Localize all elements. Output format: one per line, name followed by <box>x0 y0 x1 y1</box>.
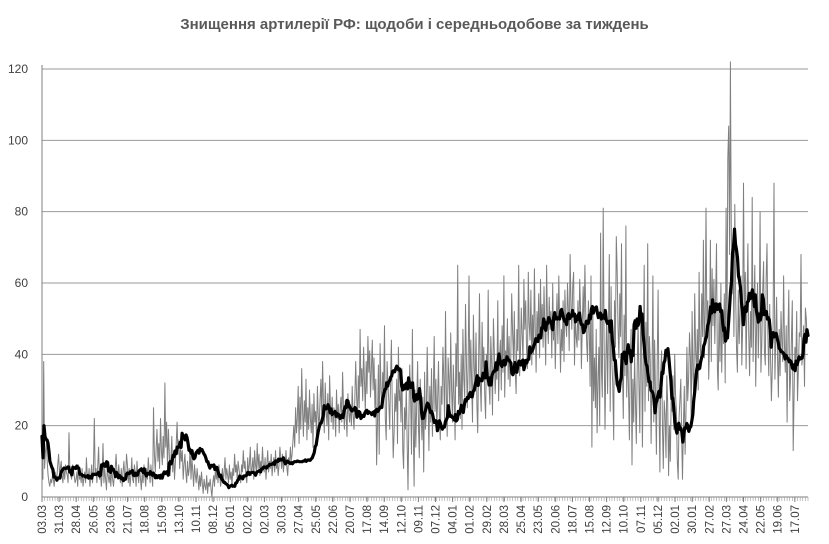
x-tick-label: 07.12 <box>431 505 443 534</box>
x-tick-label: 19.06 <box>773 505 785 534</box>
y-tick-label: 0 <box>21 490 28 504</box>
x-tick-label: 18.07 <box>567 505 579 534</box>
x-tick-label: 17.07 <box>790 505 802 534</box>
chart-title: Знищення артилерії РФ: щодоби і середньо… <box>180 16 649 33</box>
x-tick-label: 08.12 <box>208 505 220 534</box>
x-tick-label: 31.03 <box>54 505 66 534</box>
x-tick-label: 10.11 <box>191 505 203 533</box>
x-tick-label: 28.04 <box>71 504 83 533</box>
x-tick-label: 12.09 <box>602 505 614 534</box>
x-tick-label: 25.05 <box>311 505 323 534</box>
x-tick-label: 27.04 <box>294 504 306 533</box>
x-tick-label: 14.09 <box>379 505 391 534</box>
x-tick-label: 02.03 <box>259 505 271 534</box>
x-tick-label: 18.08 <box>140 505 152 534</box>
x-tick-label: 21.07 <box>123 505 135 534</box>
x-tick-label: 02.01 <box>670 505 682 534</box>
x-tick-label: 17.08 <box>362 505 374 534</box>
x-tick-label: 28.03 <box>499 505 511 534</box>
x-tick-label: 25.04 <box>516 504 528 533</box>
y-tick-label: 20 <box>15 419 29 433</box>
x-tick-label: 30.01 <box>687 505 699 534</box>
y-tick-label: 100 <box>8 133 28 147</box>
y-tick-label: 120 <box>8 62 28 76</box>
x-tick-label: 10.10 <box>619 505 631 534</box>
x-tick-label: 15.09 <box>157 505 169 534</box>
y-tick-label: 60 <box>15 276 29 290</box>
x-tick-label: 27.03 <box>721 505 733 534</box>
x-tick-label: 20.06 <box>550 505 562 534</box>
x-tick-label: 03.03 <box>37 505 49 534</box>
daily-series-line <box>41 61 809 498</box>
x-tick-label: 24.04 <box>739 504 751 533</box>
x-tick-label: 05.01 <box>225 505 237 534</box>
x-tick-label: 23.06 <box>105 505 117 534</box>
x-tick-label: 26.05 <box>88 505 100 534</box>
x-tick-label: 09.11 <box>413 505 425 533</box>
x-tick-label: 12.10 <box>396 505 408 534</box>
x-tick-label: 23.05 <box>533 505 545 534</box>
x-tick-label: 01.02 <box>465 505 477 534</box>
x-tick-label: 22.06 <box>328 505 340 534</box>
x-tick-label: 05.12 <box>653 505 665 534</box>
x-tick-label: 13.10 <box>174 505 186 534</box>
x-tick-label: 22.05 <box>756 505 768 534</box>
x-tick-label: 20.07 <box>345 505 357 534</box>
x-tick-label: 15.08 <box>585 505 597 534</box>
x-tick-label: 04.01 <box>448 505 460 534</box>
weekly-average-line <box>40 227 810 490</box>
x-tick-label: 02.02 <box>242 505 254 534</box>
x-tick-label: 29.02 <box>482 505 494 534</box>
x-tick-label: 30.03 <box>277 505 289 534</box>
x-tick-label: 27.02 <box>704 505 716 534</box>
x-tick-label: 07.11 <box>636 505 648 533</box>
y-tick-label: 80 <box>15 205 29 219</box>
y-tick-label: 40 <box>15 347 29 361</box>
